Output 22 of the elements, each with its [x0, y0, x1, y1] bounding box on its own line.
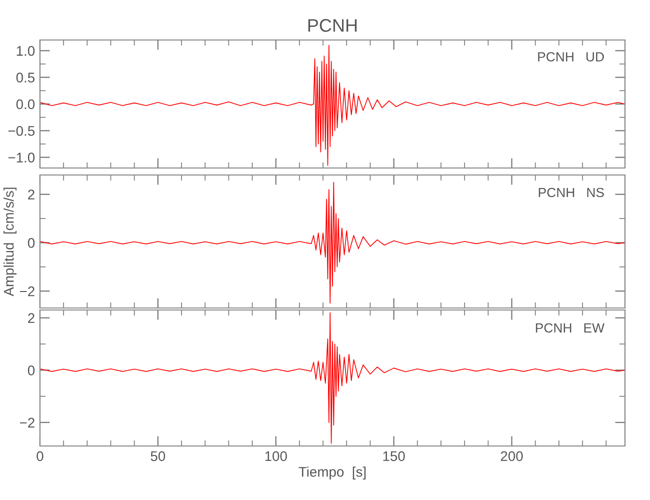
y-tick-label: 0 [28, 365, 35, 376]
annotation: PCNH UD [538, 52, 604, 62]
y-tick-label: 0.5 [16, 72, 35, 83]
y-tick-label: 0 [28, 238, 35, 248]
x-tick-label: 100 [265, 451, 287, 462]
y-tick-label: −2 [20, 418, 34, 428]
annotation: PCNH NS [538, 188, 604, 198]
x-tick-label: 150 [383, 451, 405, 462]
x-tick-label: 0 [36, 451, 44, 462]
y-tick-label: −1.0 [8, 152, 35, 163]
x-axis-title: Tiempo [s] [298, 466, 366, 480]
chart-title: PCNH [308, 19, 357, 32]
y-tick-label: 1.0 [16, 46, 35, 56]
annotation: PCNH EW [536, 323, 604, 333]
x-tick-label: 50 [150, 451, 166, 462]
x-tick-label: 200 [500, 451, 523, 462]
y-tick-label: −0.5 [8, 126, 35, 136]
y-tick-label: 0.0 [16, 99, 35, 110]
y-tick-label: 2 [28, 190, 34, 200]
y-tick-label: −2 [20, 286, 34, 296]
y-tick-label: 2 [28, 313, 34, 323]
y-axis-title: Amplitud [cm/s/s] [4, 188, 16, 296]
